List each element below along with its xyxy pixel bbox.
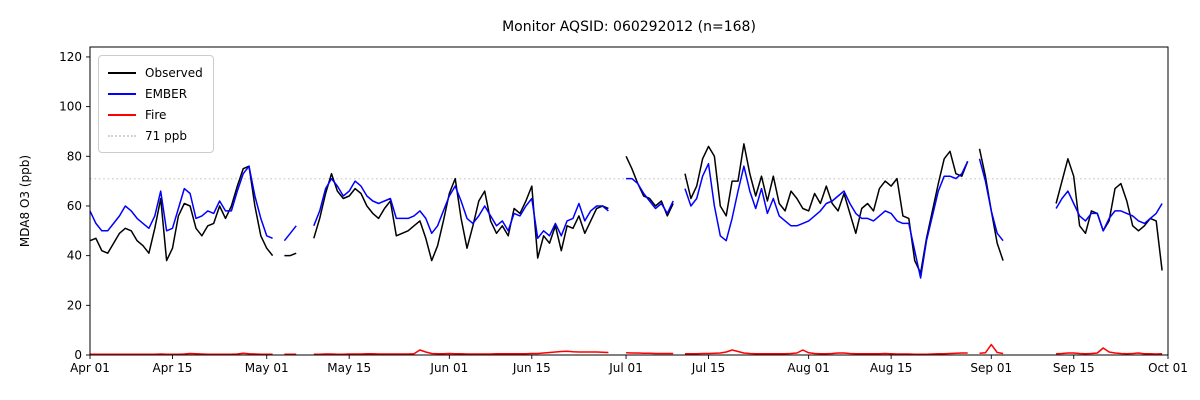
y-tick-label: 80 [67,149,82,163]
fire-line-sample [108,113,136,116]
y-tick-label: 120 [59,50,82,64]
x-tick-label: Apr 15 [153,361,193,375]
y-tick-label: 20 [67,298,82,312]
legend-item-threshold: 71 ppb [108,125,203,146]
x-tick-label: May 01 [245,361,289,375]
axes-frame [89,46,1169,356]
legend-item-ember: EMBER [108,83,203,104]
legend-label: Fire [145,107,167,122]
x-tick-label: Sep 01 [970,361,1012,375]
legend-label: EMBER [145,86,188,101]
threshold-line-sample [108,134,136,137]
x-tick-label: Jun 15 [512,361,551,375]
x-tick-label: Jul 01 [608,361,643,375]
x-tick-label: Aug 15 [870,361,913,375]
observed-line-sample [108,71,136,74]
y-tick-label: 60 [67,199,82,213]
series-fire [90,343,1163,356]
x-tick-label: Oct 01 [1148,361,1188,375]
y-tick-label: 0 [74,348,82,362]
x-tick-label: Aug 01 [787,361,830,375]
x-tick-label: Jul 15 [691,361,726,375]
x-tick-label: Apr 01 [70,361,110,375]
legend-item-fire: Fire [108,104,203,125]
series-observed [89,143,1163,274]
x-tick-label: May 15 [327,361,371,375]
series-ember [89,158,1163,279]
x-tick-label: Sep 15 [1053,361,1095,375]
x-tick-label: Jun 01 [429,361,468,375]
y-tick-label: 40 [67,249,82,263]
legend: Observed EMBER Fire 71 ppb [98,55,214,153]
legend-label: 71 ppb [145,128,187,143]
legend-item-observed: Observed [108,62,203,83]
ember-line-sample [108,92,136,95]
legend-label: Observed [145,65,203,80]
y-tick-label: 100 [59,100,82,114]
chart-title: Monitor AQSID: 060292012 (n=168) [502,19,756,35]
